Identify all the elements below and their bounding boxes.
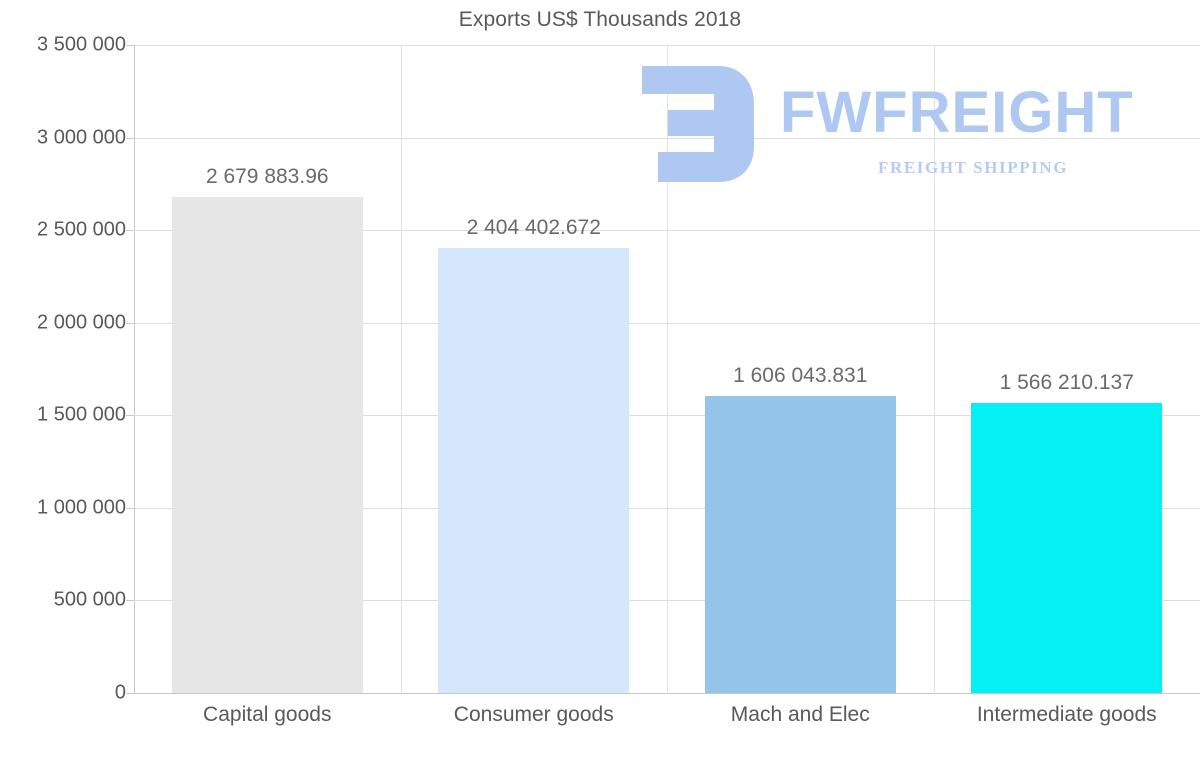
bar[interactable] — [171, 196, 363, 693]
vertical-gridline — [934, 45, 935, 694]
y-axis-tick-mark — [126, 693, 134, 694]
y-axis-tick-mark — [126, 322, 134, 324]
vertical-gridline — [667, 45, 668, 694]
bar-value-label: 2 404 402.672 — [466, 215, 601, 239]
x-axis-category-label: Consumer goods — [453, 703, 614, 726]
bar-value-label: 1 606 043.831 — [733, 363, 868, 387]
vertical-gridline — [401, 45, 402, 694]
y-axis-tick-mark — [126, 230, 134, 232]
y-axis-tick-label: 1 000 000 — [37, 496, 126, 519]
bar[interactable] — [438, 247, 630, 693]
bar[interactable] — [971, 403, 1163, 693]
bar-value-label: 1 566 210.137 — [999, 371, 1134, 395]
y-axis-tick-label: 3 500 000 — [37, 33, 126, 56]
chart-title: Exports US$ Thousands 2018 — [458, 8, 742, 31]
y-axis-tick-label: 0 — [114, 681, 126, 704]
y-axis-tick-label: 1 500 000 — [37, 403, 126, 426]
y-axis-tick-label: 2 500 000 — [37, 218, 126, 241]
y-axis-tick-mark — [126, 600, 134, 602]
x-axis-category-label: Intermediate goods — [976, 703, 1157, 726]
y-axis-tick-label: 3 000 000 — [37, 126, 126, 149]
y-axis-line — [134, 45, 135, 694]
x-axis-category-label: Mach and Elec — [730, 703, 870, 726]
y-axis-tick-mark — [126, 45, 134, 46]
y-axis-tick-mark — [126, 137, 134, 139]
x-axis-category-label: Capital goods — [203, 703, 332, 726]
bar-value-label: 2 679 883.96 — [205, 164, 329, 188]
y-axis-tick-mark — [126, 507, 134, 509]
y-axis-tick-label: 500 000 — [53, 588, 126, 611]
plot-area — [134, 45, 1200, 694]
bar[interactable] — [704, 395, 896, 693]
y-axis-tick-mark — [126, 415, 134, 417]
y-axis-tick-label: 2 000 000 — [37, 311, 126, 334]
